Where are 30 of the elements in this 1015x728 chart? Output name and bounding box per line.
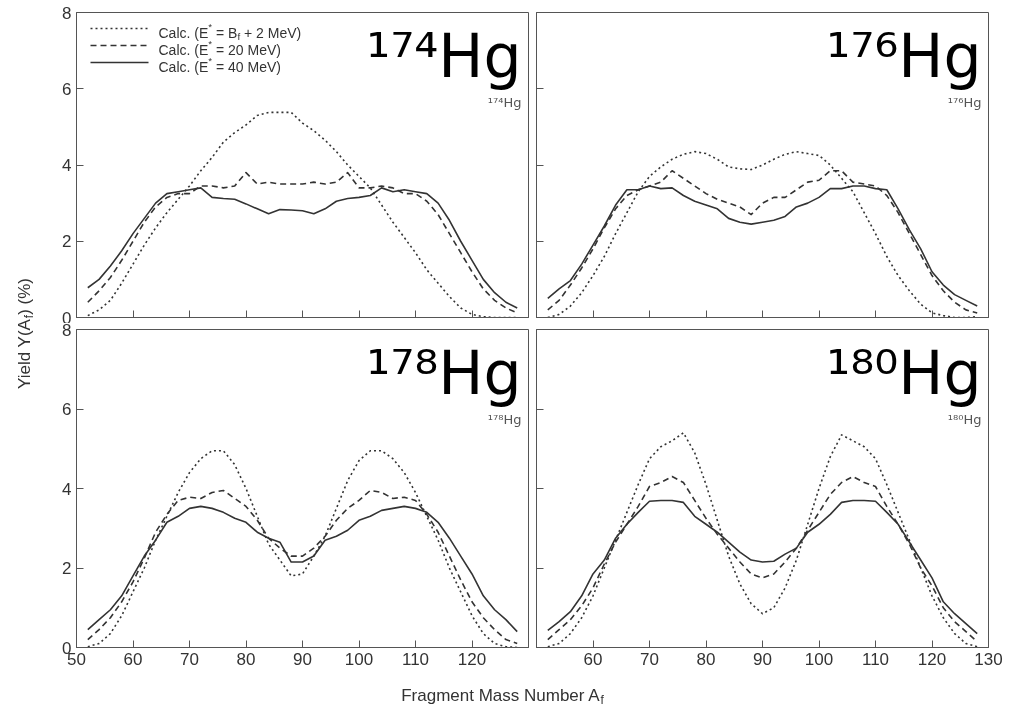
x-tick-label: 60 bbox=[583, 649, 603, 669]
x-tick-label: 90 bbox=[753, 649, 772, 669]
annotation: ¹⁸⁰Hg bbox=[826, 337, 982, 408]
annotation: ¹⁷⁶Hg bbox=[947, 94, 982, 110]
x-tick-label: 110 bbox=[861, 649, 890, 669]
annotation: ¹⁷⁶Hg bbox=[826, 20, 982, 91]
x-tick-label: 90 bbox=[293, 649, 312, 669]
annotation: ¹⁷⁴Hg bbox=[366, 20, 522, 91]
y-tick-label: 4 bbox=[62, 156, 72, 175]
y-tick-label: 2 bbox=[62, 232, 72, 252]
x-tick-label: 100 bbox=[344, 649, 374, 669]
y-tick-label: 8 bbox=[62, 3, 72, 23]
x-tick-label: 70 bbox=[180, 649, 199, 669]
annotation: ¹⁸⁰Hg bbox=[947, 411, 982, 427]
x-tick-label: 80 bbox=[236, 649, 256, 669]
x-tick-label: 120 bbox=[917, 649, 947, 669]
x-tick-label: 100 bbox=[804, 649, 834, 669]
y-tick-label: 2 bbox=[62, 559, 72, 578]
y-tick-label: 6 bbox=[62, 79, 72, 99]
annotation: ¹⁷⁴Hg bbox=[487, 94, 522, 110]
x-tick-label: 130 bbox=[974, 649, 1003, 669]
y-tick-label: 4 bbox=[62, 479, 72, 499]
y-tick-label: 6 bbox=[62, 400, 72, 419]
annotation: ¹⁷⁸Hg bbox=[487, 411, 522, 427]
annotation: ¹⁷⁸Hg bbox=[366, 337, 522, 408]
x-tick-label: 120 bbox=[457, 649, 487, 669]
x-tick-label: 110 bbox=[401, 649, 430, 669]
x-tick-label: 60 bbox=[123, 649, 143, 669]
x-tick-label: 80 bbox=[696, 649, 716, 669]
x-tick-label: 70 bbox=[640, 649, 659, 669]
